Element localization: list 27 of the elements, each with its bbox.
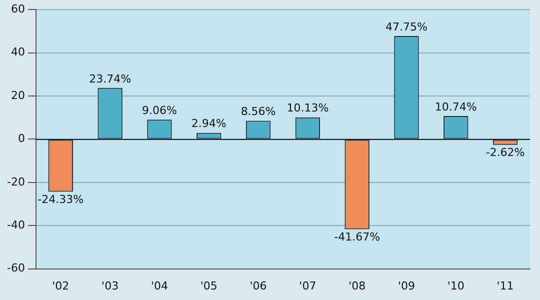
x-tick-label: '08 <box>348 279 366 292</box>
x-tick-label: '05 <box>200 279 218 292</box>
x-tick-label: '04 <box>150 279 168 292</box>
y-tick-label: -20 <box>7 175 25 188</box>
data-label: 10.74% <box>434 100 477 114</box>
x-tick-label: '11 <box>496 279 514 292</box>
y-tick-label: 60 <box>10 2 25 16</box>
data-label: 47.75% <box>386 20 428 34</box>
data-label: 10.13% <box>286 102 329 115</box>
data-label: 8.56% <box>240 105 276 118</box>
x-tick-label: '07 <box>299 279 316 292</box>
y-tick-label: 40 <box>10 46 25 59</box>
data-label: -24.33% <box>38 193 84 206</box>
data-label: 23.74% <box>89 72 132 86</box>
data-label: -41.67% <box>334 230 380 244</box>
x-tick-label: '03 <box>102 279 119 292</box>
x-tick-label: '10 <box>447 279 464 292</box>
x-tick-label: '09 <box>398 279 416 292</box>
y-tick-label: 20 <box>10 88 25 102</box>
y-tick-label: -40 <box>7 218 25 232</box>
data-label: 2.94% <box>191 117 226 130</box>
data-label: -2.62% <box>486 146 525 160</box>
x-tick-label: '02 <box>52 279 70 292</box>
data-label: 9.06% <box>142 104 177 117</box>
y-tick-label: -60 <box>7 262 25 275</box>
x-tick-label: '06 <box>250 279 267 292</box>
y-tick-label: 0 <box>18 132 25 146</box>
